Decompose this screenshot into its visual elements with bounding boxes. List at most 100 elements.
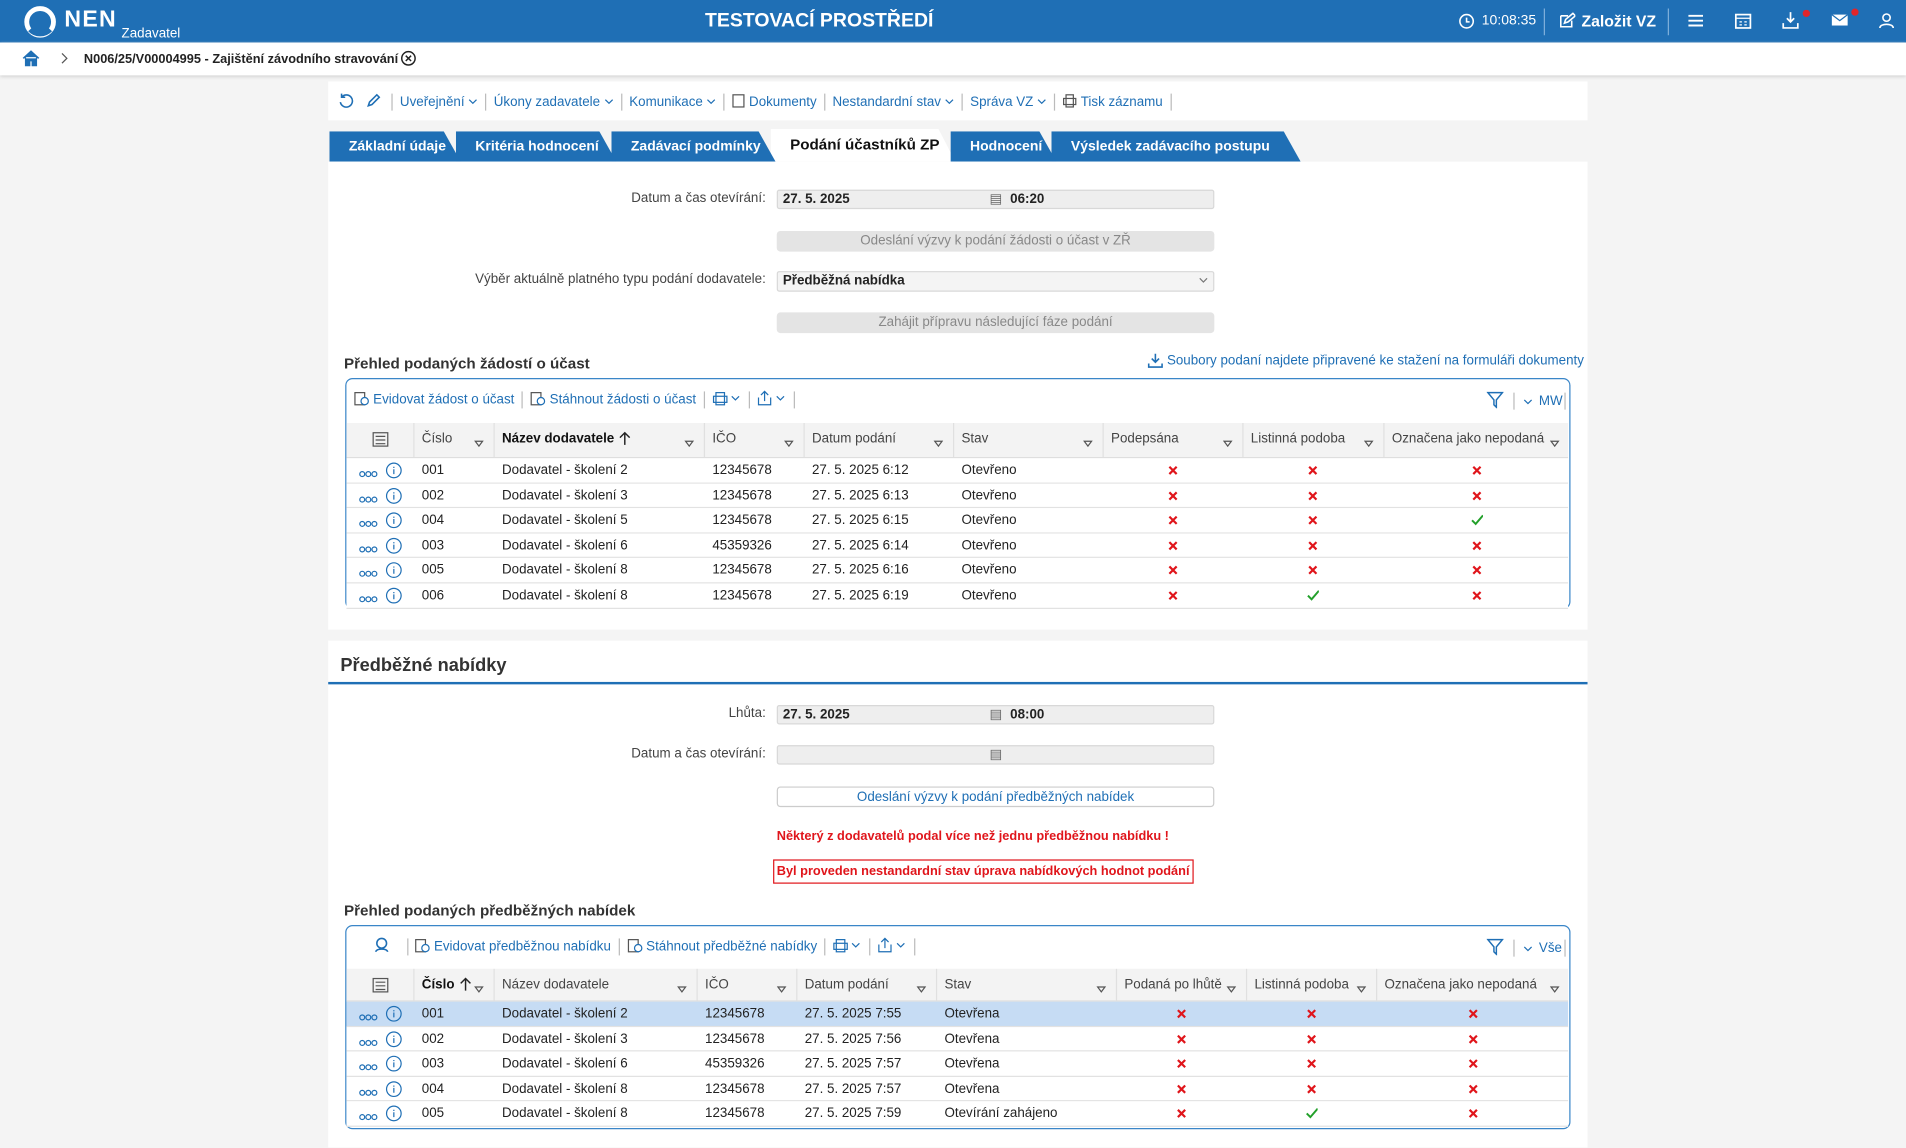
grid-row[interactable]	[346, 508, 1569, 534]
grid-row[interactable]	[346, 1051, 1569, 1077]
column-menu-glyph	[1363, 440, 1374, 448]
print-menu-glyph	[833, 938, 861, 952]
column-header[interactable]: Název dodavatele	[502, 431, 615, 447]
date-input[interactable]: 27. 5. 2025 ▤ 08:00	[776, 705, 1215, 725]
notice: Byl proveden nestandardní stav úprava na…	[773, 859, 1194, 884]
column-header[interactable]: Číslo	[421, 431, 453, 447]
toolbar-item[interactable]: Nestandardní stav	[832, 94, 941, 110]
column-header[interactable]: Stav	[944, 977, 972, 992]
grid-row[interactable]	[346, 533, 1569, 559]
date: 27. 5. 2025	[782, 707, 850, 723]
column-header[interactable]: Označena jako nepodaná	[1384, 977, 1537, 992]
type-select[interactable]: Předběžná nabídka	[776, 271, 1215, 292]
export-menu-glyph	[757, 390, 785, 406]
grid-cell: 12345678	[705, 1081, 765, 1096]
row-info-glyph	[385, 1030, 402, 1047]
column-header[interactable]: Datum podání	[804, 977, 889, 992]
grid-row[interactable]	[346, 458, 1569, 484]
row-info-glyph	[385, 487, 402, 504]
grid-cell: Otevřena	[944, 1006, 1000, 1022]
grid-row[interactable]	[346, 1001, 1569, 1027]
separator	[961, 93, 963, 111]
grid-row[interactable]	[346, 483, 1569, 509]
user-icon[interactable]	[1878, 12, 1895, 29]
grid-action[interactable]: Evidovat předběžnou nabídku	[433, 939, 611, 955]
toolbar-item[interactable]: Tisk záznamu	[1080, 94, 1163, 110]
grid-row[interactable]	[346, 558, 1569, 584]
column-header[interactable]: Stav	[961, 431, 989, 447]
next-phase-button: Zahájit přípravu následující fáze podání	[776, 312, 1215, 334]
calendar-icon: ▤	[989, 192, 1003, 207]
grid-action[interactable]: Stáhnout předběžné nabídky	[646, 939, 818, 955]
calendar-icon[interactable]	[1734, 12, 1752, 29]
grid-row[interactable]	[346, 1101, 1569, 1127]
column-header[interactable]: Číslo	[421, 977, 455, 992]
breadcrumb-bar: N006/25/V00004995 - Zajištění závodního …	[0, 42, 1906, 76]
grid-cell: 27. 5. 2025 7:59	[804, 1106, 902, 1121]
column-header[interactable]: IČO	[712, 431, 737, 447]
check-no-glyph	[1471, 541, 1481, 550]
mail-icon[interactable]	[1831, 7, 1860, 29]
column-header[interactable]: Podaná po lhůtě	[1124, 977, 1222, 992]
menu-icon[interactable]	[1687, 12, 1704, 29]
grid-action[interactable]: Stáhnout žádosti o účast	[549, 392, 697, 408]
check-no	[1467, 1033, 1479, 1049]
create-button[interactable]: Založit VZ	[1581, 12, 1657, 31]
check-no	[1175, 1058, 1187, 1074]
grid-row[interactable]	[346, 1076, 1569, 1102]
separator	[914, 938, 916, 956]
column-menu	[1549, 436, 1560, 451]
close-icon[interactable]	[400, 50, 417, 67]
tab-active[interactable]: Podání účastníků ZP	[771, 129, 956, 162]
grid-row[interactable]	[346, 1026, 1569, 1052]
check-no-glyph	[1306, 1059, 1316, 1069]
section-title: Předběžné nabídky	[340, 655, 507, 676]
field-label: Lhůta:	[728, 706, 766, 721]
toolbar-item[interactable]: Úkony zadavatele	[493, 94, 601, 110]
column-header[interactable]: Listinná podoba	[1250, 431, 1346, 447]
tab[interactable]: Kritéria hodnocení	[456, 131, 616, 161]
download-icon	[1147, 353, 1163, 368]
grid-action[interactable]: Evidovat žádost o účast	[373, 392, 515, 408]
check-no	[1307, 564, 1319, 580]
date-input[interactable]: ▤	[776, 745, 1215, 765]
toolbar-item[interactable]: Komunikace	[629, 94, 703, 110]
breadcrumb[interactable]: N006/25/V00004995 - Zajištění závodního …	[83, 52, 399, 67]
separator	[391, 93, 393, 111]
grid-cell: Otevřena	[944, 1081, 1000, 1096]
view-caret-glyph	[1523, 946, 1533, 952]
column-header[interactable]: Podepsána	[1111, 431, 1179, 447]
documents-link[interactable]: Soubory podaní najdete připravené ke sta…	[1166, 353, 1584, 369]
column-header[interactable]: Listinná podoba	[1254, 977, 1349, 992]
filter-icon	[1486, 391, 1504, 412]
column-header[interactable]: Označena jako nepodaná	[1391, 431, 1545, 447]
tab[interactable]: Hodnocení	[951, 131, 1057, 161]
tab[interactable]: Zadávací podmínky	[611, 131, 775, 161]
invite-button[interactable]: Odeslání výzvy k podání předběžných nabí…	[776, 786, 1215, 808]
toolbar-item[interactable]: Správa VZ	[970, 94, 1034, 110]
toolbar-item[interactable]: Uveřejnění	[399, 94, 465, 110]
tab[interactable]: Výsledek zadávacího postupu	[1051, 131, 1300, 161]
view-selector[interactable]: MW	[1538, 393, 1563, 409]
date-input[interactable]: 27. 5. 2025 ▤ 06:20	[776, 189, 1215, 210]
column-header[interactable]: Název dodavatele	[502, 977, 610, 992]
tab[interactable]: Základní údaje	[329, 131, 460, 161]
row-info	[385, 1030, 402, 1051]
clock: 10:08:35	[1481, 13, 1537, 28]
column-header[interactable]: IČO	[705, 977, 729, 992]
grid-toolbar: Evidovat předběžnou nabídku Stáhnout před…	[354, 937, 916, 956]
settings-icon-glyph	[372, 432, 389, 447]
home-icon[interactable]	[22, 50, 40, 67]
grid-cell: Dodavatel - školení 6	[502, 1056, 628, 1071]
download-icon[interactable]	[1782, 9, 1811, 32]
grid-row[interactable]	[346, 583, 1569, 609]
action-icon-glyph	[354, 392, 369, 406]
check-no-glyph	[1306, 1084, 1316, 1093]
toolbar-item[interactable]: Dokumenty	[749, 94, 817, 110]
grid-toolbar: Evidovat žádost o účast Stáhnout žádosti …	[354, 390, 795, 409]
column-header[interactable]: Datum podání	[811, 431, 897, 447]
calendar-icon: ▤	[989, 747, 1003, 763]
column-menu-glyph	[684, 440, 695, 448]
grid-cell: 003	[421, 538, 445, 553]
view-selector[interactable]: Vše	[1538, 940, 1562, 956]
